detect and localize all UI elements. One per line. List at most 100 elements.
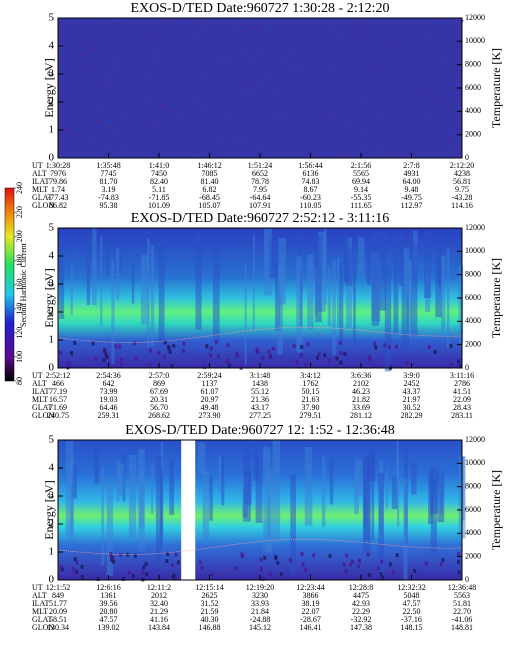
- spectrogram-low: [141, 570, 145, 575]
- spectrogram-low: [170, 364, 174, 369]
- spectrogram-noise: [235, 70, 238, 73]
- spectrogram-noise: [59, 104, 62, 107]
- spectrogram-noise: [393, 136, 396, 138]
- spectrogram-low: [241, 554, 245, 559]
- table-cell: 8.67: [304, 185, 318, 194]
- spectrogram-low: [335, 356, 339, 361]
- spectrogram-low: [233, 566, 237, 571]
- colorbar-tick-label: 160: [15, 279, 24, 291]
- spectrogram-noise: [93, 60, 96, 63]
- y2-tick-label: 0: [465, 153, 469, 162]
- spectrogram-noise: [150, 60, 153, 62]
- spectrogram-noise: [127, 86, 130, 88]
- spectrogram-noise: [193, 95, 196, 98]
- spectrogram-low: [70, 351, 74, 356]
- spectrogram-low: [457, 570, 461, 575]
- spectrogram-streak: [403, 248, 409, 295]
- spectrogram-low: [312, 553, 316, 558]
- colorbar-label: Second Harmonic Current: [19, 242, 28, 327]
- spectrogram-low: [380, 575, 384, 580]
- table-cell: -41.06: [452, 615, 473, 624]
- spectrogram-noise: [221, 133, 224, 135]
- spectrogram-noise: [243, 153, 246, 155]
- spectrogram-low: [181, 348, 185, 353]
- spectrogram-noise: [445, 90, 448, 92]
- spectrogram-low: [216, 354, 220, 359]
- spectrogram-noise: [282, 109, 285, 111]
- spectrogram-low: [259, 566, 263, 571]
- spectrogram-noise: [201, 110, 204, 112]
- spectrogram-streak: [332, 260, 336, 355]
- spectrogram-noise: [169, 67, 172, 69]
- spectrogram-noise: [158, 51, 161, 54]
- spectrogram-streak: [100, 234, 103, 327]
- spectrogram-streak: [366, 248, 372, 285]
- table-cell: 21.29: [150, 607, 168, 616]
- panel-title: EXOS-D/TED Date:960727 1:30:28 - 2:12:20: [131, 1, 390, 16]
- spectrogram-low: [119, 362, 123, 367]
- spectrogram-low: [458, 364, 462, 369]
- spectrogram-low: [211, 573, 215, 578]
- table-cell: -71.85: [149, 193, 170, 202]
- spectrogram-noise: [292, 65, 295, 68]
- table-cell: 21.97: [403, 395, 421, 404]
- spectrogram-noise: [240, 79, 243, 82]
- spectrogram-streak: [403, 477, 408, 580]
- spectrogram-low: [182, 341, 186, 346]
- spectrogram-noise: [366, 67, 369, 69]
- spectrogram-low: [119, 552, 123, 557]
- y2-tick-label: 12000: [465, 435, 485, 444]
- spectrogram-low: [121, 576, 125, 581]
- spectrogram-streak: [317, 231, 326, 312]
- spectrogram-low: [227, 363, 231, 368]
- table-cell: 3:9:0: [403, 371, 419, 380]
- spectrogram-noise: [247, 79, 250, 82]
- spectrogram-low: [300, 345, 304, 350]
- table-cell: 7085: [202, 169, 218, 178]
- spectrogram-noise: [125, 18, 128, 20]
- table-cell: 50.15: [302, 387, 320, 396]
- spectrogram-noise: [321, 37, 324, 39]
- spectrogram-noise: [235, 28, 238, 31]
- spectrogram-noise: [185, 134, 188, 136]
- spectrogram-low: [271, 346, 275, 351]
- spectrogram-noise: [61, 123, 64, 126]
- table-cell: 849: [52, 591, 64, 600]
- spectrogram-noise: [102, 84, 105, 87]
- spectrogram-streak: [146, 238, 150, 348]
- spectrogram-streak: [106, 476, 114, 576]
- spectrogram-noise: [106, 53, 109, 55]
- table-cell: 67.69: [150, 387, 168, 396]
- y-tick-label: 3: [49, 68, 55, 80]
- spectrogram-noise: [425, 92, 428, 94]
- spectrogram-noise: [331, 41, 334, 44]
- spectrogram-low: [118, 344, 122, 349]
- spectrogram-streak: [393, 233, 399, 335]
- table-cell: 79.86: [49, 177, 67, 186]
- spectrogram-streak: [65, 441, 74, 537]
- spectrogram-noise: [106, 80, 109, 82]
- table-row-label: ALT: [32, 379, 47, 388]
- spectrogram-low: [327, 358, 331, 363]
- spectrogram-noise: [361, 144, 364, 147]
- spectrogram-low: [274, 555, 278, 560]
- table-cell: 2:12:20: [450, 161, 474, 170]
- spectrogram-noise: [429, 31, 432, 34]
- spectrogram-low: [205, 344, 209, 349]
- spectrogram-noise: [110, 63, 113, 66]
- spectrogram-low: [104, 352, 108, 357]
- colorbar-tick-label: 140: [15, 303, 24, 315]
- spectrogram-noise: [172, 18, 175, 20]
- y2-tick-label: 12000: [465, 223, 485, 232]
- spectrogram-low: [367, 573, 371, 578]
- spectrogram-low: [349, 562, 353, 567]
- spectrogram-low: [165, 559, 169, 564]
- spectrogram-noise: [362, 21, 365, 23]
- spectrogram-noise: [427, 34, 430, 36]
- spectrogram-noise: [416, 150, 419, 153]
- spectrogram-noise: [361, 127, 364, 130]
- spectrogram-noise: [451, 42, 454, 45]
- spectrogram-low: [256, 350, 260, 355]
- spectrogram-low: [279, 572, 283, 577]
- table-cell: 283.11: [451, 411, 473, 420]
